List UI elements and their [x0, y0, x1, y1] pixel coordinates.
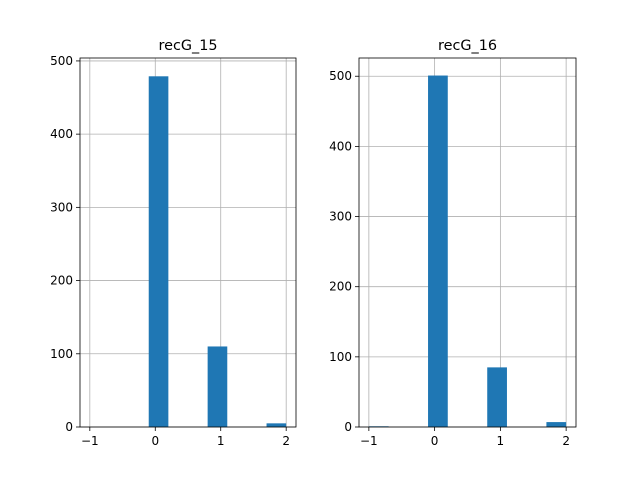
histogram-bar	[207, 346, 228, 427]
chart-title: recG_16	[438, 38, 497, 54]
x-tick-label: 0	[151, 434, 159, 448]
axes-frame	[79, 57, 297, 428]
histogram-bar	[266, 423, 287, 427]
y-tick-label: 300	[329, 210, 352, 224]
y-tick-label: 0	[65, 420, 73, 434]
x-tick-label: 1	[497, 434, 505, 448]
x-tick-label: 2	[562, 434, 570, 448]
chart-title: recG_15	[158, 38, 217, 54]
y-tick-label: 200	[50, 274, 73, 288]
histogram-bar	[487, 367, 507, 427]
axes-frame	[358, 57, 577, 428]
x-tick-label: −1	[360, 434, 378, 448]
y-tick-label: 100	[50, 347, 73, 361]
histogram-bar	[148, 76, 169, 427]
x-tick-label: 0	[431, 434, 439, 448]
histogram-bar	[428, 75, 448, 427]
subplot-1: −1 0 1 2 0 100 200 300 400 500 recG_15	[50, 38, 297, 448]
histogram-bar	[546, 422, 567, 427]
y-tick-label: 0	[344, 420, 352, 434]
y-tick-label: 400	[50, 127, 73, 141]
y-tick-label: 400	[329, 139, 352, 153]
y-tick-label: 300	[50, 200, 73, 214]
x-tick-label: 2	[282, 434, 290, 448]
subplot-2: −1 0 1 2 0 100 200 300 400 500 recG_16	[329, 38, 577, 448]
y-tick-label: 200	[329, 280, 352, 294]
x-tick-label: −1	[81, 434, 99, 448]
y-tick-label: 100	[329, 350, 352, 364]
y-tick-label: 500	[329, 69, 352, 83]
x-tick-label: 1	[217, 434, 225, 448]
y-tick-label: 500	[50, 54, 73, 68]
